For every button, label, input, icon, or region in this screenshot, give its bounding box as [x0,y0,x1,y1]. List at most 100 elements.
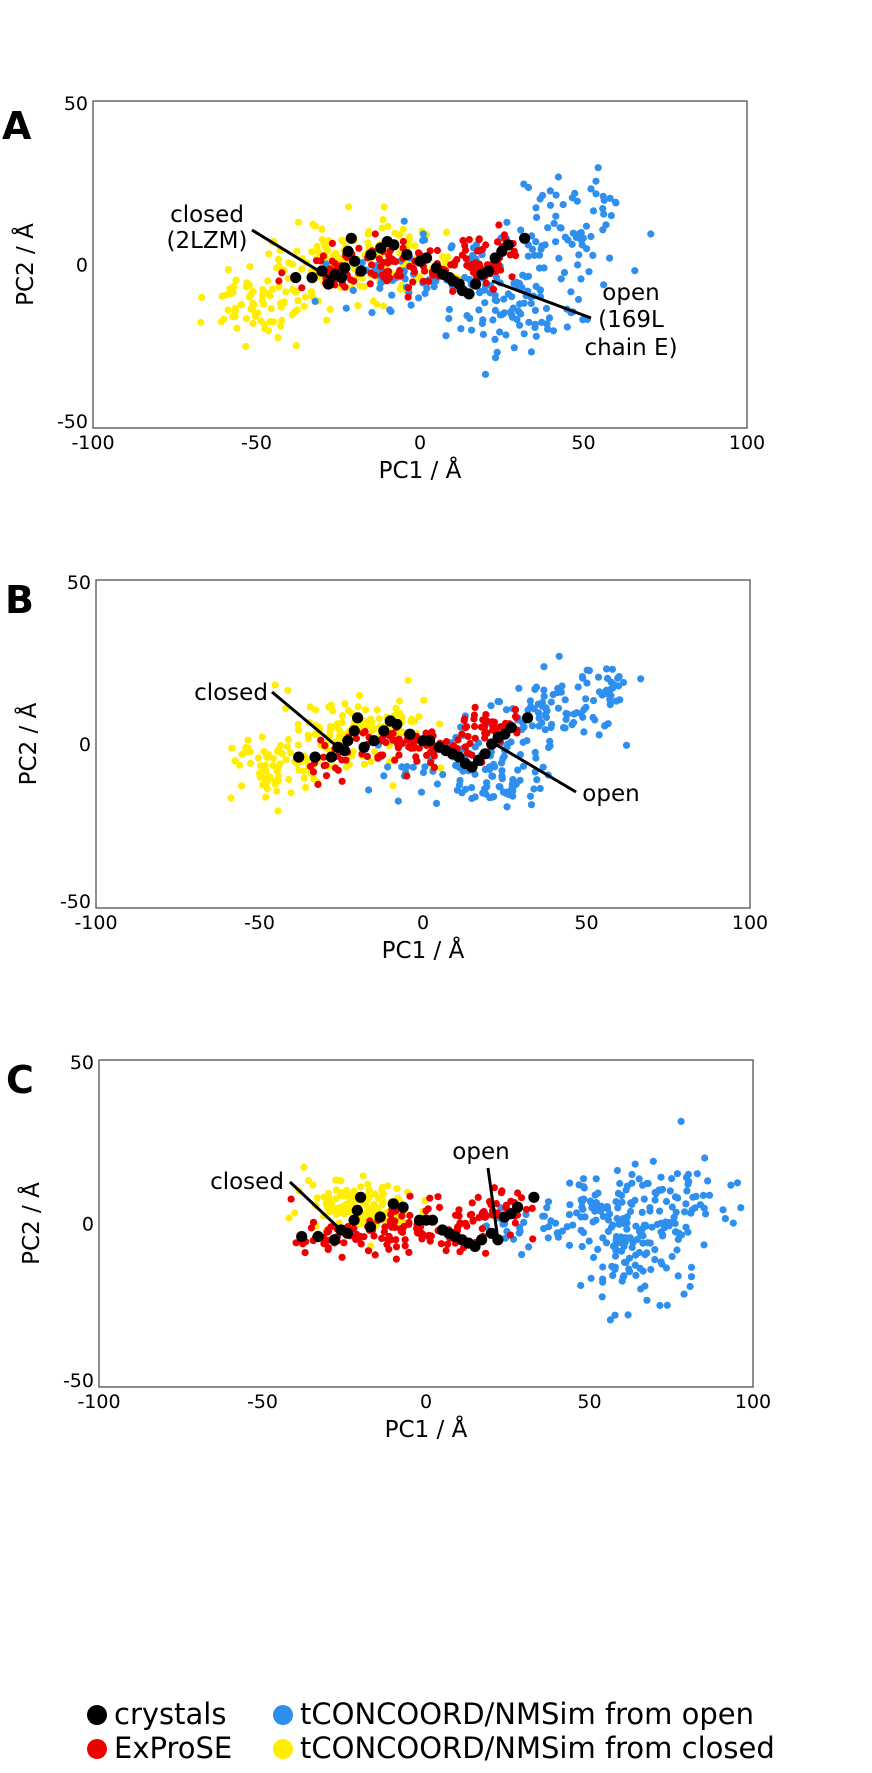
data-point [515,684,523,692]
data-point [392,1255,400,1263]
data-point [275,255,283,263]
data-point [283,743,291,751]
annotation-pointer [251,228,336,283]
data-point [542,304,551,313]
data-point [699,1191,708,1199]
data-point [582,222,591,230]
data-point [224,306,232,314]
crystal-point [335,272,348,284]
data-point [491,296,499,304]
x-tick-label: 0 [420,1391,432,1413]
data-point [321,742,329,750]
data-point [639,1181,647,1189]
data-point [357,1183,365,1191]
data-point [532,332,540,340]
data-point [298,265,306,273]
data-point [565,1241,574,1249]
data-point [637,1229,646,1237]
crystal-point [293,751,305,763]
data-point [612,1247,620,1255]
data-point [300,1163,308,1171]
data-point [274,763,283,771]
data-point [527,801,536,809]
data-point [370,725,378,733]
data-point [530,251,539,259]
data-point [561,233,570,241]
data-point [391,1217,399,1225]
data-point [540,1225,548,1233]
data-point [631,267,639,275]
data-point [341,700,349,708]
data-point [271,780,279,788]
data-point [592,1175,600,1183]
data-point [364,1247,373,1255]
data-point [682,1173,691,1181]
annotation-text: closed [170,202,244,228]
data-point [619,678,628,687]
data-point [577,1226,585,1234]
data-point [552,238,560,246]
data-point [468,326,476,334]
data-point [259,781,267,789]
data-point [313,242,321,251]
legend-item-exprose: ExProSE [87,1731,232,1765]
data-point [370,1206,378,1214]
crystal-point [358,741,370,753]
data-point [385,252,393,260]
data-point [325,703,333,711]
data-point [533,776,541,784]
data-point [533,213,541,221]
data-point [518,1251,526,1259]
data-point [368,309,376,317]
data-point [393,1185,401,1193]
data-point [453,256,461,264]
data-point [554,704,563,712]
data-point [508,273,516,281]
data-point [463,749,472,757]
annotation-pointer [271,690,339,749]
data-point [490,1184,498,1192]
data-point [482,241,490,249]
data-point [482,790,490,798]
data-point [592,1199,601,1207]
data-point [324,1193,333,1201]
data-point [693,1170,701,1178]
data-point [378,735,386,743]
data-point [529,1235,537,1243]
data-point [449,287,457,295]
data-point [308,248,316,256]
data-point [391,1223,399,1231]
data-point [398,1212,406,1220]
data-point [479,330,487,338]
data-point [419,277,427,285]
data-point [631,1160,639,1168]
data-point [364,1180,372,1188]
x-tick-label: 50 [571,432,595,454]
data-point [478,1225,486,1233]
y-tick-label: -50 [60,891,91,913]
data-point [535,251,544,259]
crystal-point [309,751,321,763]
data-point [391,229,399,237]
data-point [577,1281,585,1290]
x-tick-label: -100 [74,912,117,934]
data-point [606,686,614,694]
data-point [426,247,434,255]
data-point [311,297,319,305]
data-point [543,1204,551,1212]
data-point [471,793,479,801]
data-point [465,236,473,244]
data-point [492,273,501,281]
data-point [497,266,505,274]
data-point [345,203,353,211]
annotation-text: open [602,280,659,306]
data-point [435,720,444,728]
y-axis-label: PC2 / Å [14,702,42,785]
data-point [522,1205,531,1214]
data-point [540,686,548,694]
data-point [494,697,502,706]
data-point [541,241,549,249]
data-point [522,273,530,281]
x-tick-label: -100 [77,1391,120,1413]
